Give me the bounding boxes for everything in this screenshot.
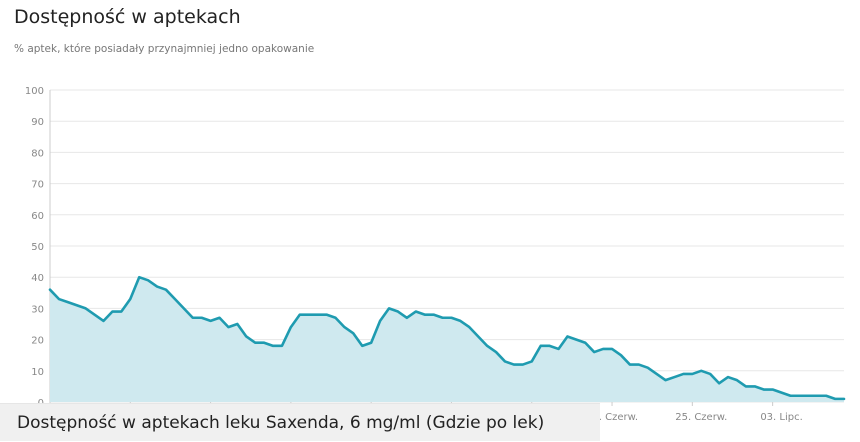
image-caption: Dostępność w aptekach leku Saxenda, 6 mg… bbox=[0, 403, 600, 441]
x-tick-label: 25. Czerw. bbox=[675, 412, 727, 423]
y-tick-label: 30 bbox=[31, 304, 44, 315]
y-tick-label: 90 bbox=[31, 117, 44, 128]
x-tick-label: 03. Lipc. bbox=[760, 412, 802, 423]
y-tick-label: 100 bbox=[25, 86, 44, 97]
y-tick-label: 60 bbox=[31, 211, 44, 222]
y-tick-label: 70 bbox=[31, 180, 44, 191]
y-axis-ticks: 0102030405060708090100 bbox=[25, 86, 44, 409]
y-tick-label: 20 bbox=[31, 336, 44, 347]
y-tick-label: 50 bbox=[31, 242, 44, 253]
series bbox=[49, 276, 845, 402]
y-tick-label: 40 bbox=[31, 273, 44, 284]
y-tick-label: 80 bbox=[31, 148, 44, 159]
y-tick-label: 10 bbox=[31, 367, 44, 378]
